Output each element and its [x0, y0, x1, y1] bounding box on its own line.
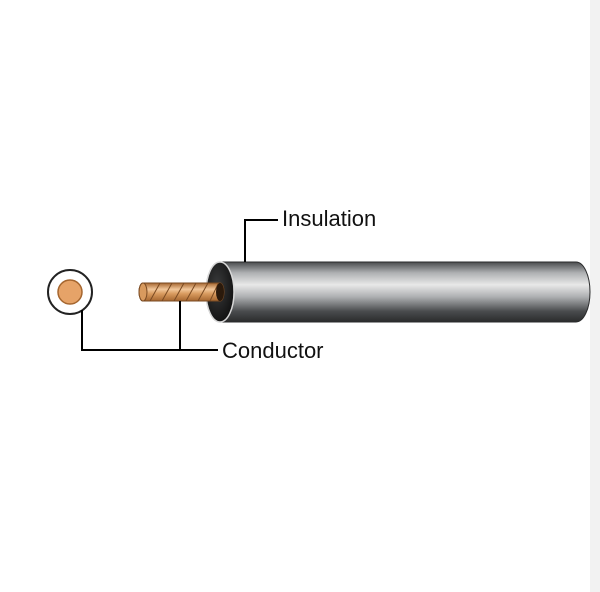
label-conductor: Conductor: [222, 338, 324, 364]
insulation-body: [206, 262, 590, 322]
diagram-stage: Insulation Conductor: [0, 0, 600, 592]
leader-insulation: [245, 220, 278, 262]
leader-conductor-from-cross: [82, 310, 180, 350]
label-insulation: Insulation: [282, 206, 376, 232]
cross-section-inner: [58, 280, 82, 304]
cable-body: [0, 0, 600, 592]
conductor-entry: [216, 283, 224, 301]
conductor-wire-cap: [139, 283, 147, 301]
